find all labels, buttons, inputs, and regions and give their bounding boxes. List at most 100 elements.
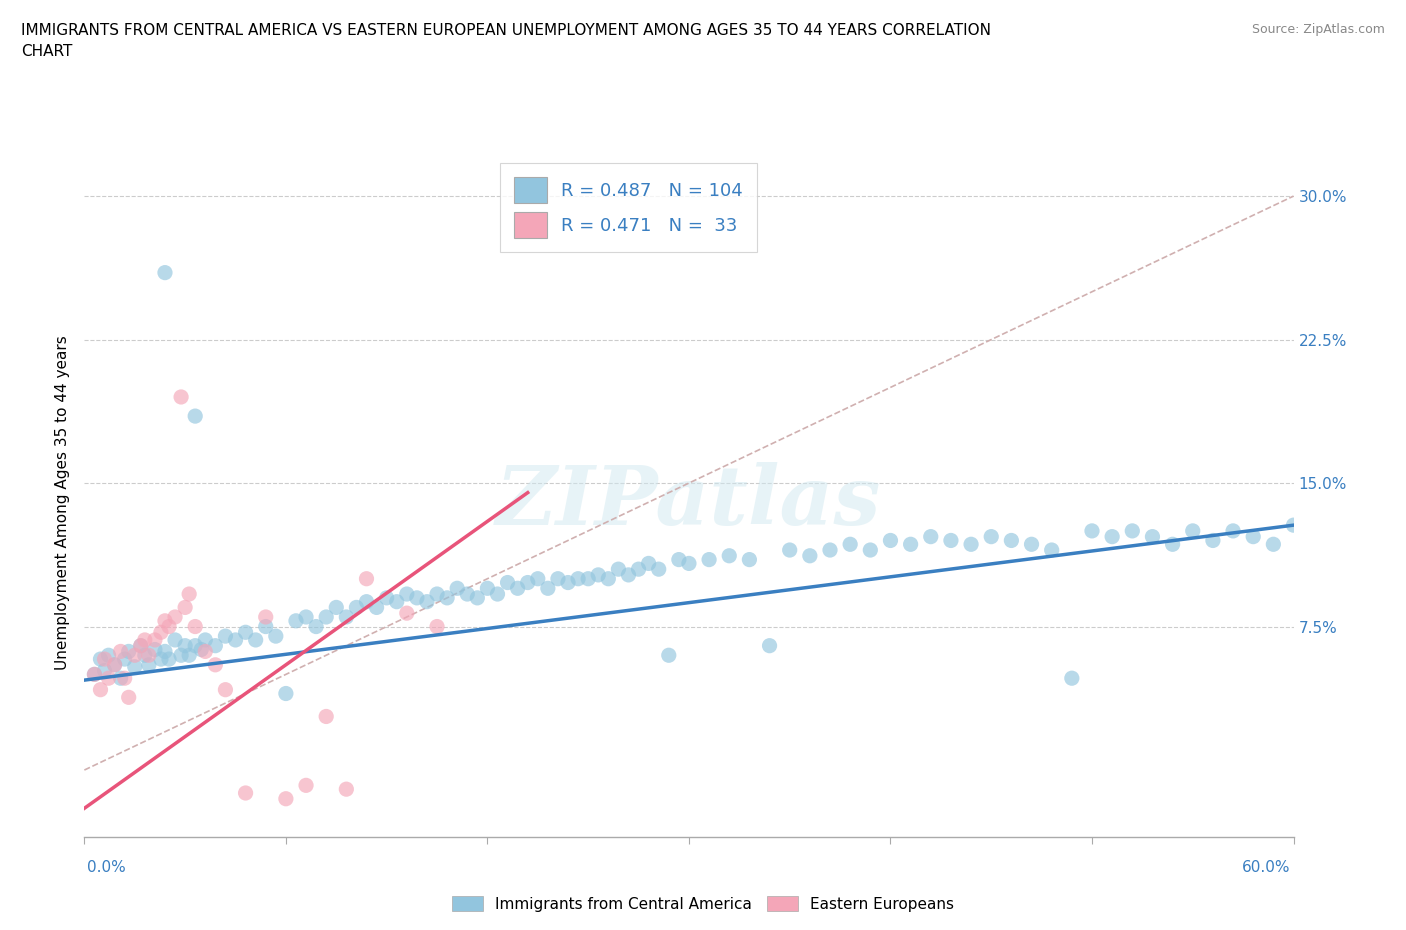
Point bbox=[356, 571, 378, 586]
Point bbox=[799, 549, 821, 564]
Point bbox=[194, 632, 217, 647]
Point bbox=[153, 265, 176, 280]
Point bbox=[738, 552, 761, 567]
Point bbox=[97, 671, 120, 685]
Point bbox=[174, 638, 197, 653]
Point bbox=[658, 648, 681, 663]
Point bbox=[264, 629, 287, 644]
Point bbox=[194, 644, 217, 658]
Point bbox=[939, 533, 962, 548]
Point bbox=[179, 648, 201, 663]
Text: Source: ZipAtlas.com: Source: ZipAtlas.com bbox=[1251, 23, 1385, 36]
Point bbox=[1121, 524, 1143, 538]
Point bbox=[1081, 524, 1104, 538]
Point bbox=[1040, 542, 1063, 557]
Point bbox=[184, 638, 207, 653]
Point bbox=[138, 658, 160, 672]
Point bbox=[184, 408, 207, 423]
Point bbox=[416, 594, 439, 609]
Point bbox=[93, 663, 115, 678]
Point bbox=[214, 683, 236, 698]
Point bbox=[1181, 524, 1204, 538]
Point bbox=[1000, 533, 1022, 548]
Point bbox=[1222, 524, 1244, 538]
Point bbox=[295, 609, 318, 624]
Point bbox=[285, 614, 308, 629]
Point bbox=[143, 632, 166, 647]
Point bbox=[697, 552, 720, 567]
Point bbox=[859, 542, 882, 557]
Point bbox=[93, 652, 115, 667]
Point bbox=[83, 667, 105, 682]
Point bbox=[506, 581, 529, 596]
Point bbox=[356, 594, 378, 609]
Point bbox=[124, 659, 146, 674]
Point bbox=[557, 575, 579, 590]
Point bbox=[235, 625, 257, 640]
Point bbox=[617, 567, 640, 582]
Point bbox=[165, 632, 187, 647]
Point bbox=[1101, 529, 1123, 544]
Point bbox=[375, 591, 398, 605]
Point bbox=[315, 709, 337, 724]
Point bbox=[335, 609, 357, 624]
Point bbox=[245, 632, 267, 647]
Text: CHART: CHART bbox=[21, 44, 73, 59]
Point bbox=[104, 658, 127, 672]
Point bbox=[254, 609, 277, 624]
Point bbox=[153, 614, 176, 629]
Point bbox=[567, 571, 589, 586]
Point bbox=[1060, 671, 1083, 685]
Point bbox=[477, 581, 499, 596]
Point bbox=[174, 600, 197, 615]
Point bbox=[138, 648, 160, 663]
Point bbox=[598, 571, 620, 586]
Point bbox=[1202, 533, 1225, 548]
Point bbox=[124, 648, 146, 663]
Point bbox=[143, 642, 166, 657]
Point bbox=[295, 777, 318, 792]
Point bbox=[576, 571, 599, 586]
Point bbox=[118, 644, 141, 658]
Point bbox=[254, 619, 277, 634]
Y-axis label: Unemployment Among Ages 35 to 44 years: Unemployment Among Ages 35 to 44 years bbox=[55, 335, 70, 670]
Point bbox=[426, 619, 449, 634]
Point bbox=[406, 591, 429, 605]
Point bbox=[678, 556, 700, 571]
Point bbox=[214, 629, 236, 644]
Point bbox=[395, 587, 418, 602]
Point bbox=[114, 652, 136, 667]
Point bbox=[920, 529, 942, 544]
Point bbox=[467, 591, 489, 605]
Point bbox=[385, 594, 408, 609]
Point bbox=[637, 556, 659, 571]
Point bbox=[170, 648, 193, 663]
Point bbox=[346, 600, 368, 615]
Point bbox=[1161, 537, 1184, 551]
Point bbox=[157, 619, 180, 634]
Point bbox=[1021, 537, 1043, 551]
Point bbox=[900, 537, 922, 551]
Point bbox=[134, 632, 156, 647]
Point bbox=[129, 638, 152, 653]
Legend: Immigrants from Central America, Eastern Europeans: Immigrants from Central America, Eastern… bbox=[446, 889, 960, 918]
Point bbox=[153, 644, 176, 658]
Point bbox=[960, 537, 983, 551]
Point bbox=[839, 537, 862, 551]
Point bbox=[149, 652, 172, 667]
Text: 0.0%: 0.0% bbox=[87, 860, 127, 875]
Point bbox=[134, 648, 156, 663]
Point bbox=[426, 587, 449, 602]
Point bbox=[149, 625, 172, 640]
Point bbox=[588, 567, 610, 582]
Point bbox=[114, 671, 136, 685]
Point bbox=[305, 619, 328, 634]
Point bbox=[527, 571, 550, 586]
Point bbox=[118, 690, 141, 705]
Point bbox=[129, 638, 152, 653]
Point bbox=[779, 542, 801, 557]
Point bbox=[648, 562, 671, 577]
Point bbox=[718, 549, 741, 564]
Point bbox=[225, 632, 247, 647]
Point bbox=[1241, 529, 1264, 544]
